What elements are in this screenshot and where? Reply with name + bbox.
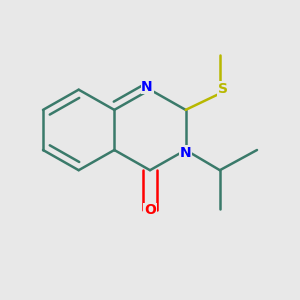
Text: N: N bbox=[180, 146, 191, 160]
Text: O: O bbox=[144, 203, 156, 217]
Text: S: S bbox=[218, 82, 228, 96]
Text: N: N bbox=[141, 80, 153, 94]
